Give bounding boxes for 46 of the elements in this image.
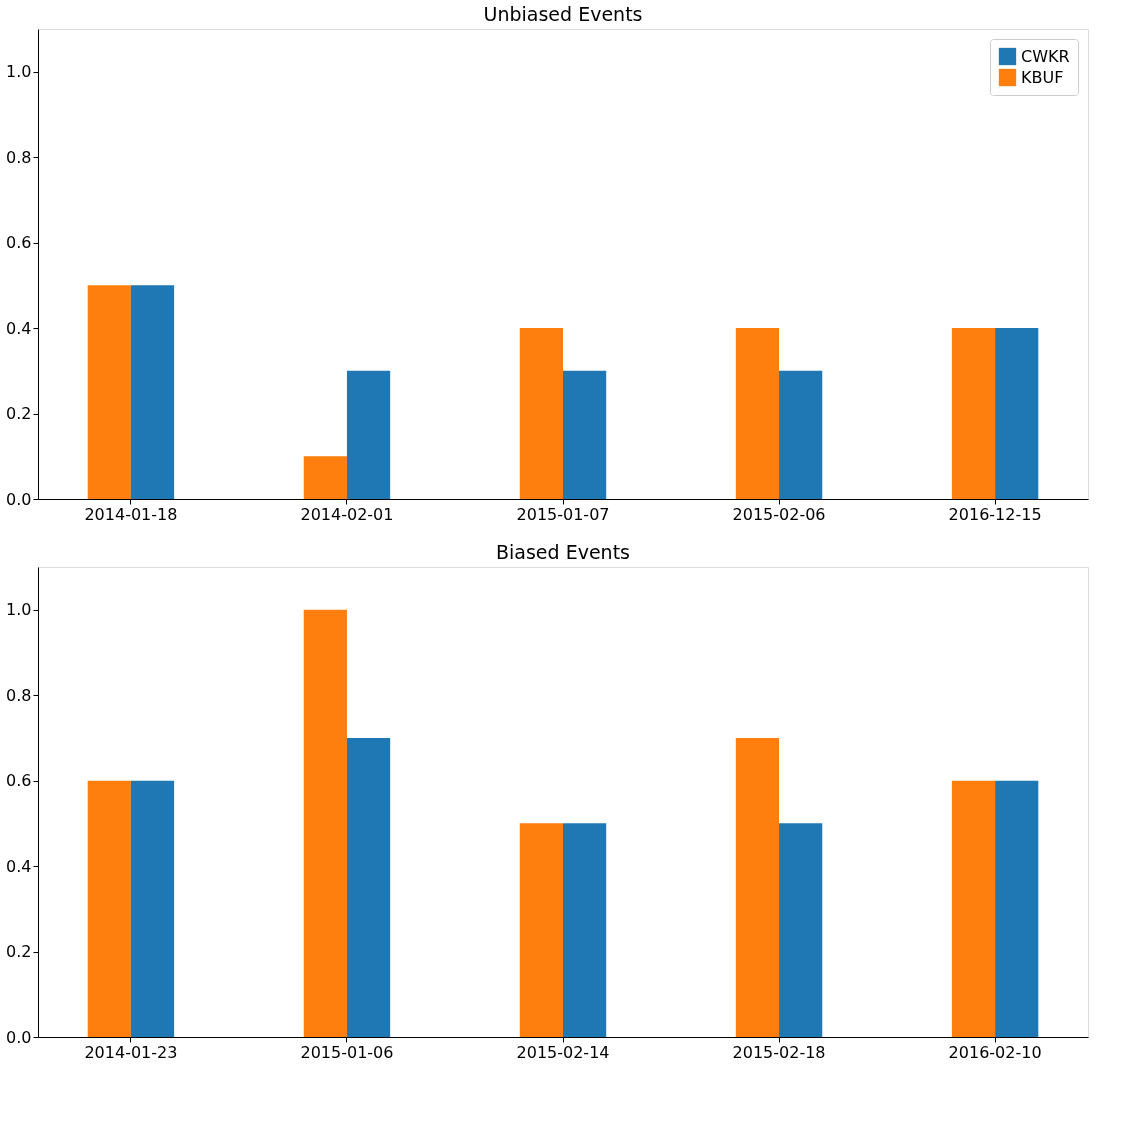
bar [951,328,996,499]
x-tick-label: 2015-02-06 [732,504,826,524]
bar [779,370,823,499]
x-tick-label: 2014-01-18 [84,504,178,524]
bar [563,823,607,1037]
chart-title: Unbiased Events [483,3,643,25]
x-tick-label: 2014-02-01 [300,504,394,524]
y-tick-label: 0.6 [6,771,32,791]
bar [995,328,1039,499]
y-tick-label: 0.0 [6,1027,32,1047]
legend-label: CWKR [1021,46,1070,66]
bar [303,609,347,1037]
bar [779,823,823,1037]
y-tick-label: 0.6 [6,233,32,253]
y-tick-label: 1.0 [6,62,32,82]
bar [563,370,607,499]
bar [87,285,131,499]
chart-title: Biased Events [496,541,630,563]
x-tick-label: 2014-01-23 [84,1042,178,1062]
y-tick-label: 0.0 [6,489,32,509]
y-tick-label: 0.2 [6,942,32,962]
y-tick-label: 0.4 [6,856,32,876]
bar [346,737,391,1037]
y-tick-label: 0.4 [6,318,32,338]
bar [303,456,347,499]
bar [951,780,996,1037]
y-tick-label: 0.2 [6,404,32,424]
bar [519,823,563,1037]
x-tick-label: 2016-12-15 [948,504,1042,524]
y-tick-label: 0.8 [6,147,32,167]
bar [130,780,175,1037]
y-tick-label: 1.0 [6,600,32,620]
bar [346,370,391,499]
bar [87,780,131,1037]
bar [735,737,780,1037]
y-tick-label: 0.8 [6,685,32,705]
x-tick-label: 2015-02-18 [732,1042,826,1062]
bar [735,328,780,499]
bar [995,780,1039,1037]
legend-label: KBUF [1021,67,1064,87]
bar [130,285,175,499]
x-tick-label: 2015-01-07 [516,504,610,524]
bar [519,328,563,499]
x-tick-label: 2015-02-14 [516,1042,610,1062]
x-tick-label: 2015-01-06 [300,1042,394,1062]
x-tick-label: 2016-02-10 [948,1042,1042,1062]
